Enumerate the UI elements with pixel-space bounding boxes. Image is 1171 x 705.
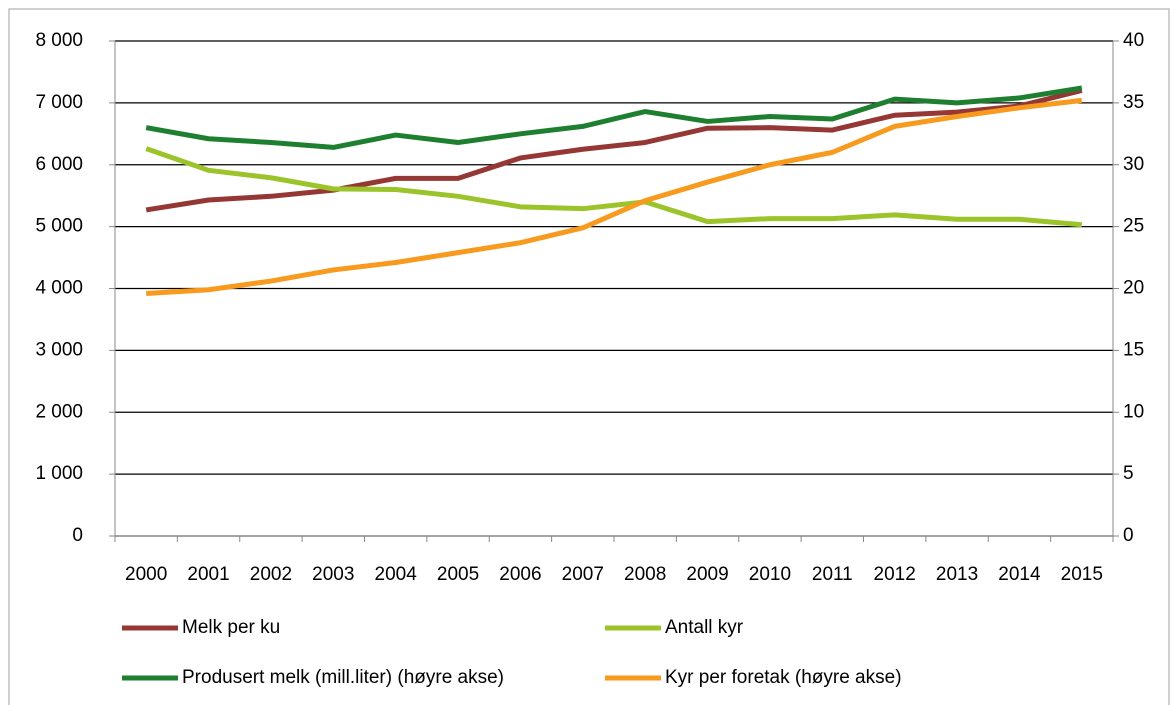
x-tick-label: 2002 <box>250 564 292 585</box>
y-tick-label: 5 000 <box>35 216 83 237</box>
y-tick-label: 1 000 <box>35 463 83 484</box>
x-tick-label: 2000 <box>125 564 167 585</box>
legend-label: Antall kyr <box>665 617 744 638</box>
y-tick-label: 0 <box>72 525 83 546</box>
x-tick-label: 2009 <box>686 564 728 585</box>
x-tick-label: 2010 <box>749 564 791 585</box>
series-line <box>145 88 1083 213</box>
y2-tick-label: 0 <box>1123 525 1134 546</box>
x-tick-label: 2007 <box>562 564 604 585</box>
y-tick-label: 2 000 <box>35 401 83 422</box>
series-line <box>145 85 1083 150</box>
x-tick-label: 2008 <box>624 564 666 585</box>
y2-tick-label: 35 <box>1123 92 1144 113</box>
x-tick-label: 2004 <box>375 564 418 585</box>
y-tick-label: 7 000 <box>35 92 83 113</box>
legend-label: Melk per ku <box>182 617 280 638</box>
series-line <box>145 146 1083 228</box>
legend-label: Produsert melk (mill.liter) (høyre akse) <box>182 667 504 688</box>
y2-tick-label: 25 <box>1123 216 1144 237</box>
y2-tick-label: 30 <box>1123 154 1144 175</box>
x-tick-label: 2003 <box>312 564 354 585</box>
x-tick-label: 2013 <box>936 564 978 585</box>
y2-tick-label: 5 <box>1123 463 1134 484</box>
y2-tick-label: 10 <box>1123 401 1144 422</box>
x-tick-label: 2015 <box>1061 564 1103 585</box>
x-tick-label: 2006 <box>499 564 541 585</box>
x-tick-label: 2012 <box>874 564 916 585</box>
y-tick-label: 3 000 <box>35 339 83 360</box>
y-tick-label: 8 000 <box>35 30 83 51</box>
x-tick-label: 2001 <box>187 564 229 585</box>
legend-label: Kyr per foretak (høyre akse) <box>665 667 902 688</box>
y2-tick-label: 15 <box>1123 339 1144 360</box>
x-tick-label: 2011 <box>812 564 853 585</box>
series-line <box>146 97 1083 296</box>
y2-tick-label: 20 <box>1123 278 1144 299</box>
y-tick-label: 6 000 <box>35 154 83 175</box>
chart-border <box>8 8 1170 705</box>
y2-tick-label: 40 <box>1123 30 1144 51</box>
x-tick-label: 2005 <box>437 564 479 585</box>
x-tick-label: 2014 <box>998 564 1041 585</box>
y-tick-label: 4 000 <box>35 278 83 299</box>
